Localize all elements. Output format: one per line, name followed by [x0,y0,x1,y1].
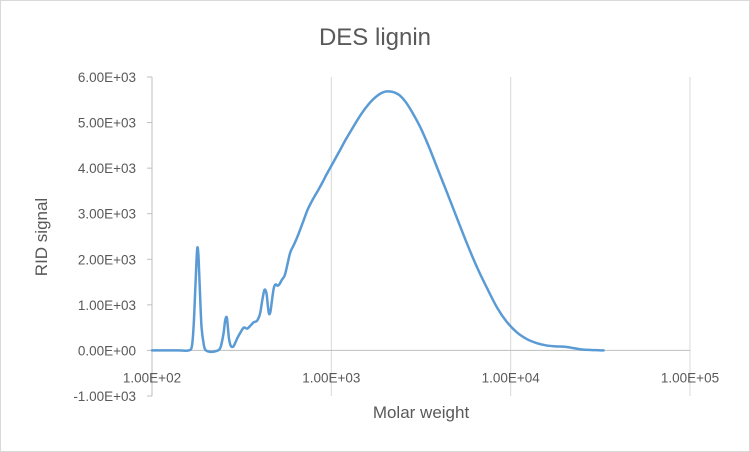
x-axis-title: Molar weight [373,403,470,422]
x-tick-label: 1.00E+04 [482,370,541,385]
y-tick-label: 5.00E+03 [78,116,136,131]
chart-title: DES lignin [319,24,431,51]
gridlines [330,77,691,396]
y-tick-labels: -1.00E+03 0.00E+00 1.00E+03 2.00E+03 3.00E+0… [73,70,136,404]
x-tick-label: 1.00E+02 [123,370,181,385]
series-line [150,90,605,354]
x-tick-label: 1.00E+03 [302,370,360,385]
y-tick-label: -1.00E+03 [73,389,136,404]
y-tick-label: 2.00E+03 [78,252,136,267]
y-tick-label: 1.00E+03 [78,298,136,313]
y-axis-title: RID signal [32,198,51,276]
x-tick-labels: 1.00E+02 1.00E+03 1.00E+04 1.00E+05 [123,370,719,385]
y-tick-label: 6.00E+03 [78,70,136,85]
x-tick-label: 1.00E+05 [661,370,719,385]
y-tick-label: 0.00E+00 [78,343,136,358]
y-tick-label: 3.00E+03 [78,207,136,222]
y-tick-label: 4.00E+03 [78,161,136,176]
series-layer [150,90,605,354]
